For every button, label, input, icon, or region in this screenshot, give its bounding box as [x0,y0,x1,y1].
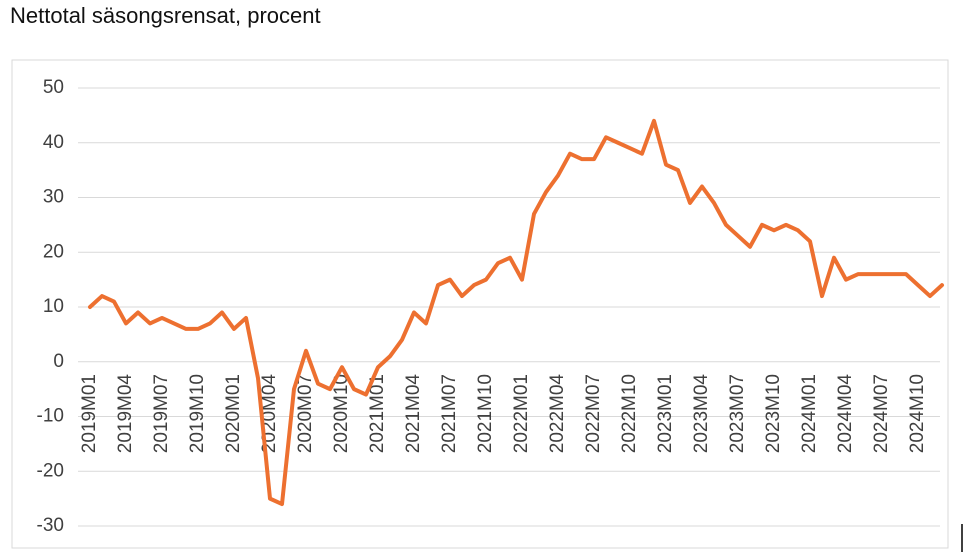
y-tick-label: 0 [53,351,64,372]
y-tick-label: -20 [37,460,64,481]
x-tick-label: 2022M04 [547,374,568,454]
x-tick-label: 2020M07 [295,374,316,453]
x-tick-label: 2021M10 [475,374,496,453]
plot-frame [11,59,949,549]
x-tick-label: 2022M07 [583,374,604,453]
y-tick-label: 10 [43,296,64,317]
x-tick-label: 2020M01 [223,374,244,453]
x-tick-label: 2019M07 [151,374,172,453]
x-tick-label: 2019M01 [79,374,100,453]
y-tick-label: -10 [37,406,64,427]
x-tick-label: 2024M10 [907,374,928,453]
y-tick-label: 20 [43,241,64,262]
x-tick-label: 2019M10 [187,374,208,453]
x-tick-label: 2019M04 [115,374,136,454]
x-tick-label: 2021M07 [439,374,460,453]
x-tick-label: 2020M10 [331,374,352,453]
x-tick-label: 2022M10 [619,374,640,453]
y-tick-label: 40 [43,132,64,153]
y-tick-label: -30 [37,515,64,536]
x-tick-label: 2023M07 [727,374,748,453]
x-tick-label: 2023M10 [763,374,784,453]
x-tick-label: 2024M01 [799,374,820,453]
chart-title: Nettotal säsongsrensat, procent [10,3,321,28]
x-tick-label: 2022M01 [511,374,532,453]
x-tick-label: 2024M04 [835,374,856,454]
data-line [88,118,944,507]
x-tick-label: 2021M01 [367,374,388,453]
x-tick-label: 2024M07 [871,374,892,453]
x-tick-label: 2023M01 [655,374,676,453]
y-tick-label: 50 [43,77,64,98]
x-tick-label: 2021M04 [403,374,424,454]
y-tick-label: 30 [43,187,64,208]
x-tick-label: 2023M04 [691,374,712,454]
